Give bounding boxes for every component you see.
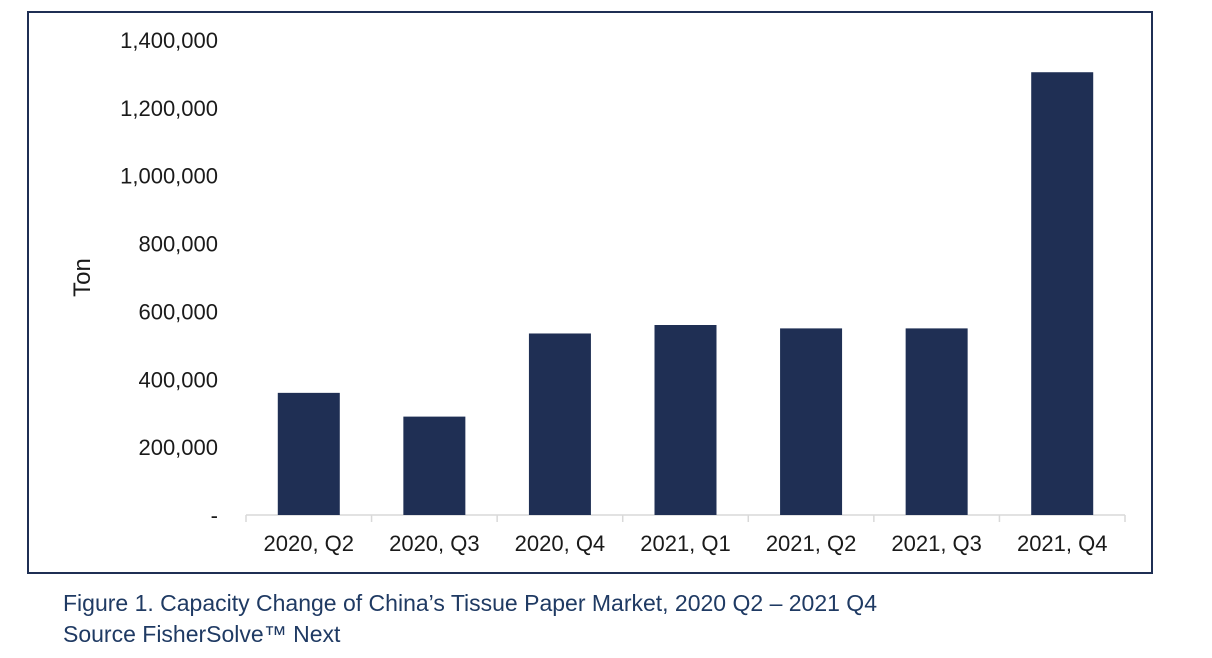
- bar: [654, 325, 717, 515]
- y-tick-label: 200,000: [138, 435, 218, 460]
- bar: [403, 416, 466, 515]
- bar: [277, 392, 340, 515]
- x-tick-label: 2021, Q1: [640, 531, 731, 556]
- x-tick-label: 2021, Q2: [766, 531, 857, 556]
- y-tick-label: 400,000: [138, 367, 218, 392]
- chart-frame: [27, 11, 1153, 574]
- y-tick-label: 1,200,000: [120, 96, 218, 121]
- x-tick-label: 2020, Q4: [515, 531, 606, 556]
- bar: [780, 328, 843, 515]
- y-tick-label: 600,000: [138, 299, 218, 324]
- bar: [905, 328, 968, 515]
- y-tick-label: 1,400,000: [120, 28, 218, 53]
- x-tick-label: 2020, Q2: [264, 531, 355, 556]
- bar-chart: - 200,000 400,000 600,000 800,000 1,000,000 1,…: [69, 28, 1126, 556]
- x-tick-label: 2021, Q4: [1017, 531, 1108, 556]
- figure-source: Source FisherSolve™ Next: [63, 621, 341, 647]
- x-tick-label: 2021, Q3: [891, 531, 982, 556]
- y-tick-label: -: [211, 503, 218, 528]
- bar: [528, 333, 591, 515]
- bar: [1031, 72, 1094, 515]
- y-tick-label: 1,000,000: [120, 164, 218, 189]
- figure-caption: Figure 1. Capacity Change of China’s Tis…: [63, 590, 877, 616]
- x-tick-label: 2020, Q3: [389, 531, 480, 556]
- y-axis-title: Ton: [69, 258, 96, 297]
- y-tick-label: 800,000: [138, 232, 218, 257]
